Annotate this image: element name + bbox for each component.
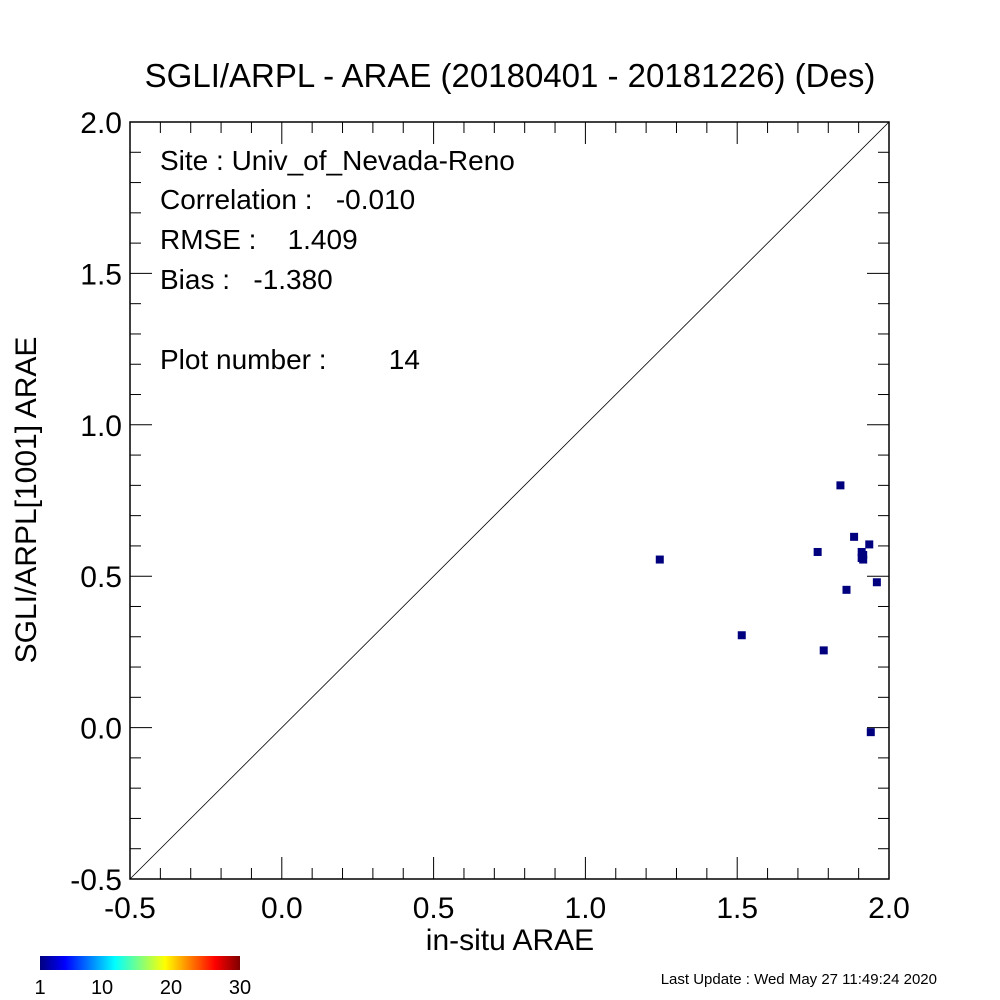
y-tick-label: 0.5: [80, 561, 122, 594]
data-point: [872, 578, 881, 587]
y-tick-label: 1.5: [80, 258, 122, 291]
data-point: [850, 532, 859, 541]
x-tick-labels: -0.5 0.0 0.5 1.0 1.5 2.0: [104, 892, 910, 925]
bias-annotation: Bias : -1.380: [160, 264, 333, 295]
y-tick-labels: -0.5 0.0 0.5 1.0 1.5 2.0: [70, 107, 122, 897]
data-point: [836, 481, 845, 490]
data-point: [859, 551, 868, 560]
x-axis-label: in-situ ARAE: [426, 924, 594, 957]
x-tick-label: 0.5: [413, 892, 455, 925]
y-tick-label: 0.0: [80, 713, 122, 746]
colorbar-label: 20: [160, 977, 182, 999]
y-axis-label: SGLI/ARPL[1001] ARAE: [10, 337, 43, 664]
y-tick-label: 1.0: [80, 410, 122, 443]
rmse-annotation: RMSE : 1.409: [160, 224, 358, 255]
correlation-annotation: Correlation : -0.010: [160, 184, 415, 215]
data-point: [866, 728, 875, 737]
colorbar-label: 1: [34, 977, 45, 999]
data-point: [737, 631, 746, 640]
chart-title: SGLI/ARPL - ARAE (20180401 - 20181226) (…: [145, 57, 876, 94]
x-tick-label: 1.0: [565, 892, 607, 925]
stats-annotations: Site : Univ_of_Nevada-Reno Correlation :…: [160, 145, 515, 375]
colorbar-label: 30: [229, 977, 251, 999]
y-tick-label: 2.0: [80, 107, 122, 140]
colorbar-labels: 1 10 20 30: [34, 977, 251, 999]
x-tick-label: 2.0: [868, 892, 910, 925]
data-point: [819, 646, 828, 655]
x-tick-label: 0.0: [261, 892, 303, 925]
data-points: [655, 481, 881, 737]
last-update: Last Update : Wed May 27 11:49:24 2020: [661, 971, 937, 988]
data-point: [859, 555, 868, 564]
x-tick-label: 1.5: [716, 892, 758, 925]
data-point: [813, 547, 822, 556]
data-point: [655, 555, 664, 564]
site-annotation: Site : Univ_of_Nevada-Reno: [160, 145, 515, 176]
x-tick-label: -0.5: [104, 892, 156, 925]
colorbar: [40, 956, 240, 970]
data-point: [865, 540, 874, 549]
plot-frame: [129, 121, 890, 880]
y-tick-label: -0.5: [70, 864, 122, 897]
colorbar-label: 10: [91, 977, 113, 999]
data-point: [842, 585, 851, 594]
plot-number-annotation: Plot number : 14: [160, 344, 420, 375]
one-to-one-line: [129, 121, 890, 880]
axis-ticks: [129, 121, 890, 880]
